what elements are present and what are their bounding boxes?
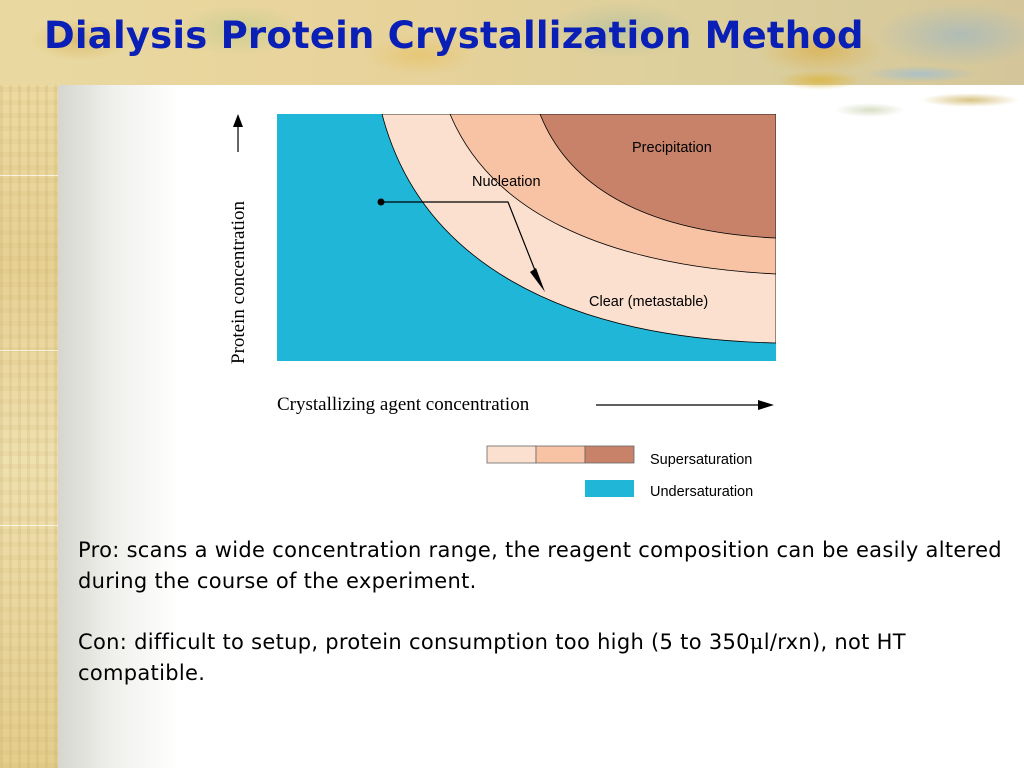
legend-swatch-precipitation [584, 445, 635, 464]
nucleation-label: Nucleation [472, 174, 541, 190]
precipitation-region [539, 114, 776, 239]
micro-symbol: μ [749, 630, 764, 654]
pro-paragraph: Pro: scans a wide concentration range, t… [78, 538, 1002, 593]
legend-supersaturation-label: Supersaturation [650, 452, 752, 468]
y-axis-arrowhead [233, 114, 243, 127]
dialysis-path-arrowhead [530, 268, 545, 292]
dialysis-path-line [381, 201, 541, 284]
decorative-leaves [760, 60, 1024, 140]
slide-title: Dialysis Protein Crystallization Method [44, 14, 864, 57]
precipitation-label: Precipitation [632, 140, 712, 156]
con-text-start: Con: difficult to setup, protein consump… [78, 630, 750, 654]
legend-undersaturation-label: Undersaturation [650, 484, 753, 500]
legend-swatch-metastable [486, 445, 537, 464]
con-text-end: l/rxn), not HT compatible. [78, 630, 906, 685]
body-text: Pro: scans a wide concentration range, t… [78, 535, 1008, 719]
x-axis-label: Crystallizing agent concentration [277, 394, 530, 415]
left-shadow-fade [58, 85, 178, 768]
metastable-label: Clear (metastable) [589, 294, 708, 310]
y-axis-label: Protein concentration [228, 200, 249, 364]
left-texture-strip [0, 0, 58, 768]
legend-swatch-nucleation [535, 445, 586, 464]
x-axis-arrowhead [758, 400, 774, 410]
con-paragraph: Con: difficult to setup, protein consump… [78, 627, 1008, 689]
legend-swatch-undersaturation [585, 480, 634, 497]
